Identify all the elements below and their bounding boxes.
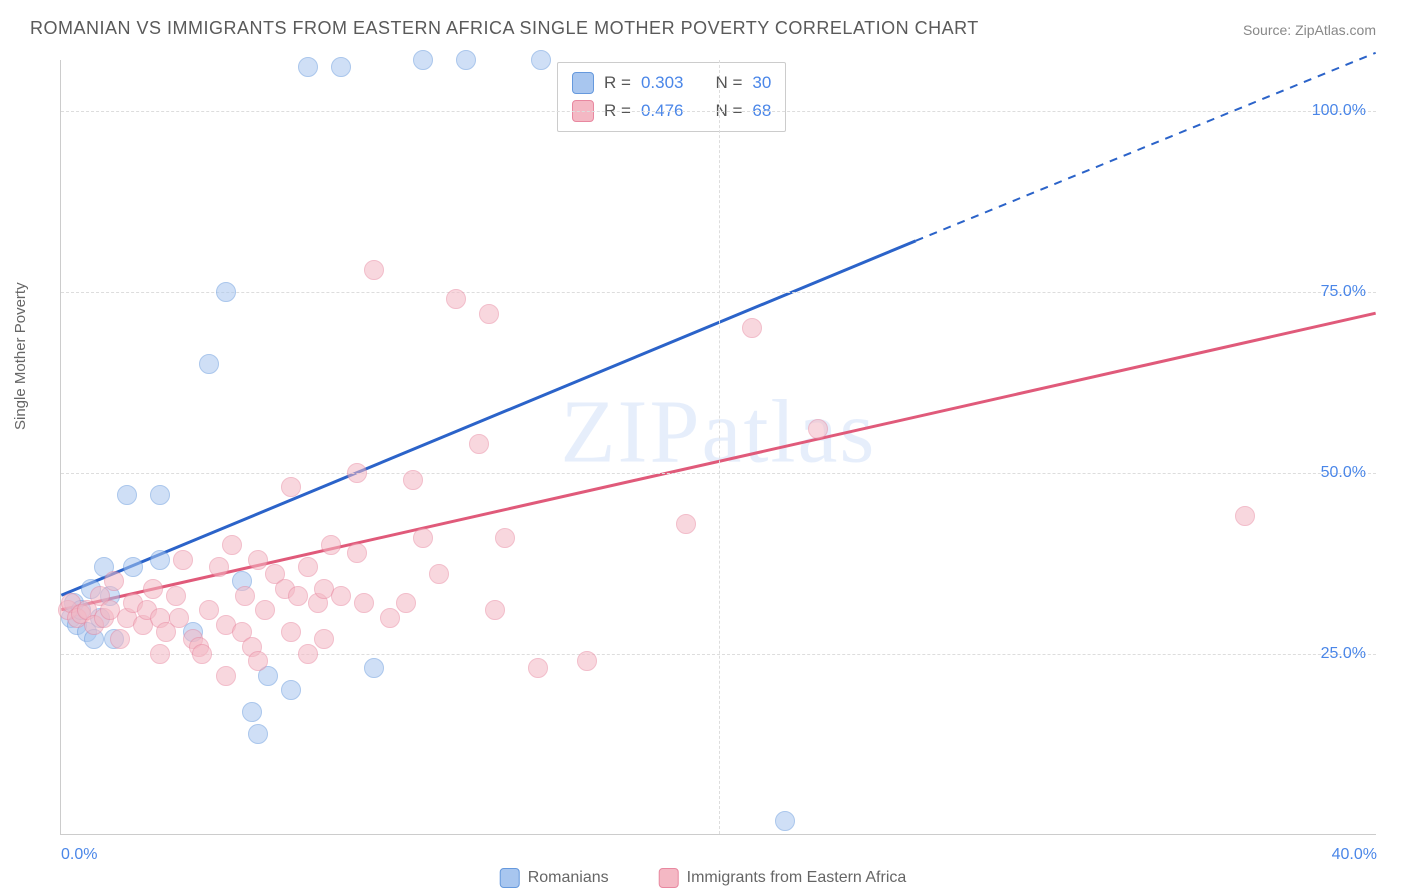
data-point xyxy=(413,528,433,548)
data-point xyxy=(577,651,597,671)
plot-area: ZIPatlas R =0.303N =30R =0.476N =68 25.0… xyxy=(60,60,1376,835)
data-point xyxy=(321,535,341,555)
data-point xyxy=(298,644,318,664)
data-point xyxy=(150,485,170,505)
data-point xyxy=(495,528,515,548)
data-point xyxy=(396,593,416,613)
data-point xyxy=(110,629,130,649)
data-point xyxy=(364,658,384,678)
data-point xyxy=(775,811,795,831)
data-point xyxy=(169,608,189,628)
data-point xyxy=(531,50,551,70)
trend-line-extrapolated xyxy=(916,53,1376,241)
legend-label: Immigrants from Eastern Africa xyxy=(687,869,907,886)
data-point xyxy=(314,629,334,649)
data-point xyxy=(354,593,374,613)
data-point xyxy=(479,304,499,324)
data-point xyxy=(742,318,762,338)
data-point xyxy=(528,658,548,678)
data-point xyxy=(808,419,828,439)
data-point xyxy=(150,644,170,664)
data-point xyxy=(199,600,219,620)
data-point xyxy=(364,260,384,280)
data-point xyxy=(1235,506,1255,526)
data-point xyxy=(248,651,268,671)
gridline-v xyxy=(719,60,720,834)
data-point xyxy=(331,57,351,77)
data-point xyxy=(216,282,236,302)
data-point xyxy=(281,477,301,497)
data-point xyxy=(347,543,367,563)
data-point xyxy=(209,557,229,577)
data-point xyxy=(281,622,301,642)
data-point xyxy=(429,564,449,584)
data-point xyxy=(469,434,489,454)
stats-swatch xyxy=(572,72,594,94)
data-point xyxy=(676,514,696,534)
data-point xyxy=(456,50,476,70)
stats-row: R =0.303N =30 xyxy=(572,69,771,97)
data-point xyxy=(288,586,308,606)
data-point xyxy=(117,485,137,505)
legend-item: Romanians xyxy=(500,868,609,888)
legend-item: Immigrants from Eastern Africa xyxy=(659,868,907,888)
data-point xyxy=(199,354,219,374)
legend-swatch xyxy=(659,868,679,888)
data-point xyxy=(413,50,433,70)
legend-swatch xyxy=(500,868,520,888)
watermark-zip: ZIP xyxy=(561,382,702,481)
data-point xyxy=(347,463,367,483)
data-point xyxy=(143,579,163,599)
trend-line xyxy=(61,241,915,595)
n-value: 30 xyxy=(752,69,771,97)
data-point xyxy=(298,557,318,577)
legend-label: Romanians xyxy=(528,869,609,886)
y-tick-label: 75.0% xyxy=(1321,283,1366,301)
data-point xyxy=(298,57,318,77)
r-label: R = xyxy=(604,69,631,97)
data-point xyxy=(485,600,505,620)
y-tick-label: 50.0% xyxy=(1321,464,1366,482)
chart-title: ROMANIAN VS IMMIGRANTS FROM EASTERN AFRI… xyxy=(30,18,979,39)
x-tick-label: 40.0% xyxy=(1332,846,1377,864)
data-point xyxy=(123,557,143,577)
y-axis-label: Single Mother Poverty xyxy=(12,282,29,430)
data-point xyxy=(446,289,466,309)
watermark-atlas: atlas xyxy=(702,382,877,481)
data-point xyxy=(104,571,124,591)
data-point xyxy=(242,702,262,722)
data-point xyxy=(331,586,351,606)
data-point xyxy=(222,535,242,555)
data-point xyxy=(192,644,212,664)
data-point xyxy=(173,550,193,570)
data-point xyxy=(281,680,301,700)
data-point xyxy=(248,550,268,570)
y-tick-label: 100.0% xyxy=(1312,102,1366,120)
x-tick-label: 0.0% xyxy=(61,846,97,864)
r-value: 0.303 xyxy=(641,69,684,97)
source-label: Source: ZipAtlas.com xyxy=(1243,22,1376,38)
data-point xyxy=(235,586,255,606)
data-point xyxy=(150,550,170,570)
data-point xyxy=(255,600,275,620)
y-tick-label: 25.0% xyxy=(1321,645,1366,663)
legend-bottom: Romanians Immigrants from Eastern Africa xyxy=(500,868,907,888)
data-point xyxy=(380,608,400,628)
data-point xyxy=(166,586,186,606)
stats-box: R =0.303N =30R =0.476N =68 xyxy=(557,62,786,132)
data-point xyxy=(216,666,236,686)
data-point xyxy=(403,470,423,490)
data-point xyxy=(248,724,268,744)
